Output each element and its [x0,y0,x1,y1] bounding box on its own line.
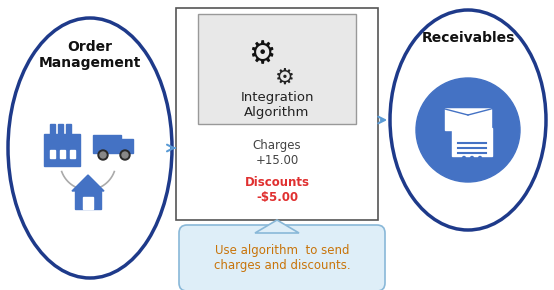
Circle shape [122,152,128,158]
Circle shape [470,157,474,160]
Text: Integration
Algorithm: Integration Algorithm [240,91,314,119]
Polygon shape [72,175,104,191]
Polygon shape [445,109,491,115]
Text: Order
Management: Order Management [39,40,141,70]
Bar [445,109,491,130]
Bar [50,150,55,158]
Circle shape [479,157,481,160]
Bar [66,124,71,134]
Circle shape [416,78,520,182]
Text: -$5.00: -$5.00 [256,191,298,204]
FancyBboxPatch shape [179,225,385,290]
Circle shape [98,150,108,160]
Circle shape [100,152,106,158]
Bar [44,134,80,166]
Text: Discounts: Discounts [244,177,310,189]
Circle shape [463,157,465,160]
Text: ⚙: ⚙ [248,41,276,70]
Text: ⚙: ⚙ [275,68,295,88]
Bar [121,139,133,153]
Ellipse shape [8,18,172,278]
Bar [93,135,121,153]
Bar [452,128,492,156]
Ellipse shape [390,10,546,230]
Bar [83,197,93,209]
Text: +15.00: +15.00 [255,153,299,166]
Bar [58,124,63,134]
Bar [50,124,55,134]
Bar [70,150,75,158]
Text: Receivables: Receivables [421,31,515,45]
Bar [60,150,65,158]
Bar [75,191,101,209]
Bar [176,8,378,220]
Polygon shape [255,220,299,233]
Circle shape [120,150,130,160]
Text: Use algorithm  to send
charges and discounts.: Use algorithm to send charges and discou… [214,244,350,272]
Text: Charges: Charges [253,139,301,151]
Bar [198,14,356,124]
